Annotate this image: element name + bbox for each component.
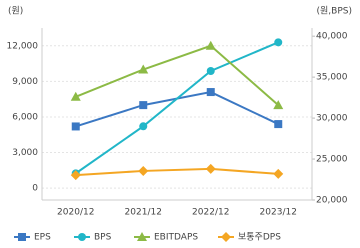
legend-marker	[18, 233, 26, 241]
data-point	[274, 120, 283, 129]
y-tick-label: 6,000	[12, 112, 38, 122]
y-tick-label: 9,000	[12, 77, 38, 87]
legend-label: BPS	[94, 233, 112, 243]
legend-marker	[137, 232, 147, 241]
y2-tick-label: 40,000	[316, 32, 348, 42]
y2-tick-label: 25,000	[316, 155, 348, 165]
y2-tick-label: 30,000	[316, 114, 348, 124]
y-tick-label: 3,000	[12, 148, 38, 158]
data-point	[138, 165, 149, 176]
series-line	[75, 41, 279, 175]
y-axis-title: (원)	[8, 6, 23, 17]
data-point	[205, 40, 216, 50]
data-point	[273, 168, 284, 179]
data-point	[273, 100, 284, 110]
legend-marker	[221, 232, 231, 242]
x-tick-label: 2022/12	[192, 208, 229, 218]
series-line	[75, 44, 279, 106]
y2-tick-label: 35,000	[316, 73, 348, 83]
x-tick-label: 2023/12	[260, 208, 297, 218]
data-point	[139, 101, 148, 110]
data-point	[139, 122, 148, 131]
data-point	[206, 67, 215, 75]
x-tick-label: 2020/12	[57, 208, 94, 218]
data-point	[274, 38, 283, 47]
y-tick-label: 12,000	[7, 41, 39, 51]
y-tick-label: 0	[32, 184, 38, 194]
legend-label: EPS	[34, 233, 51, 243]
series-line	[75, 167, 279, 177]
legend-label: 보통주DPS	[238, 232, 281, 243]
data-point	[70, 170, 81, 181]
series-line	[75, 91, 279, 128]
legend-label: EBITDAPS	[154, 233, 198, 243]
data-point	[205, 163, 216, 174]
legend-marker	[78, 233, 86, 241]
data-point	[70, 91, 81, 101]
data-point	[206, 88, 215, 97]
y2-axis-title: (원,BPS)	[317, 6, 352, 17]
x-tick-label: 2021/12	[125, 208, 162, 218]
data-point	[138, 64, 149, 74]
y2-tick-label: 20,000	[316, 196, 348, 206]
data-point	[71, 122, 80, 131]
